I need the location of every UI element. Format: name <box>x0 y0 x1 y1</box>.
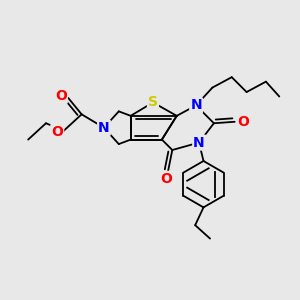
Text: O: O <box>237 115 249 129</box>
Text: N: N <box>98 121 110 135</box>
Text: O: O <box>55 88 67 103</box>
Text: N: N <box>190 98 202 112</box>
Text: S: S <box>148 95 158 110</box>
Text: N: N <box>193 136 205 150</box>
Text: O: O <box>51 125 63 139</box>
Text: O: O <box>160 172 172 186</box>
